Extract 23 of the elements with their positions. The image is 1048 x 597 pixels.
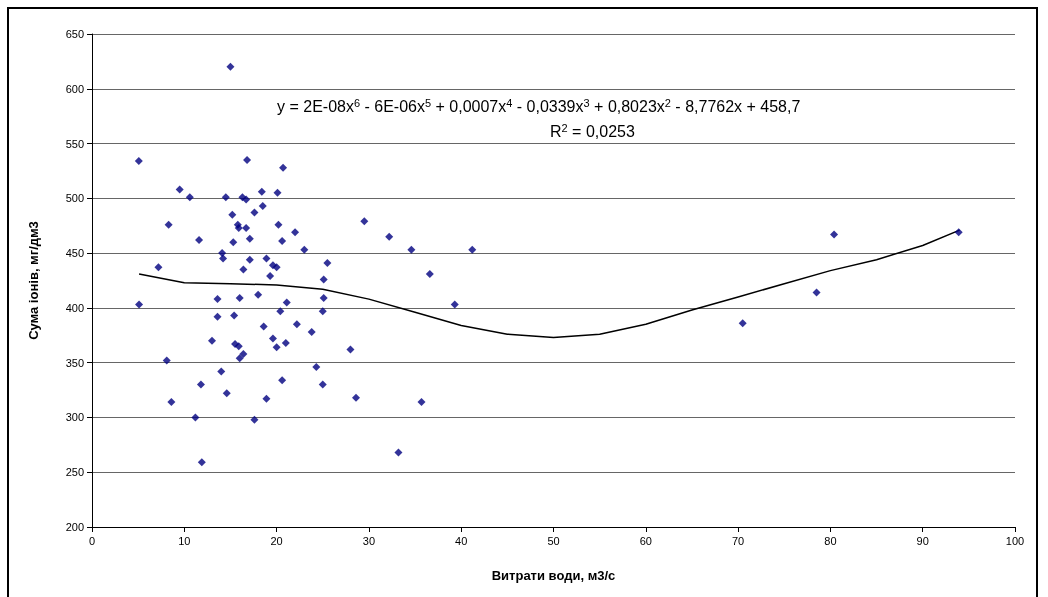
x-tick-label: 90 [916,534,929,547]
x-tick-label: 0 [88,534,96,547]
y-tick-label: 200 [65,521,84,533]
y-tick-label: 500 [65,192,84,205]
x-tick-label: 10 [178,534,191,547]
y-tick-label: 600 [65,82,84,95]
x-tick-label: 100 [1005,534,1025,547]
x-tick-label: 70 [731,534,745,547]
y-tick-label: 250 [65,466,84,479]
x-tick-label: 30 [362,534,376,547]
x-tick-label: 60 [639,534,652,547]
y-tick-label: 400 [65,301,84,314]
y-tick-label: 550 [65,137,84,150]
y-tick-label: 300 [65,411,84,424]
x-axis-title: Витрати води, м3/с [491,568,616,583]
x-tick-label: 20 [270,534,283,547]
x-tick-label: 80 [824,534,837,547]
y-axis-title: Сума іонів, мг/дм3 [26,221,41,340]
x-tick-label: 50 [547,534,560,547]
x-tick-label: 40 [455,534,468,547]
y-tick-label: 450 [65,247,84,260]
y-tick-label: 650 [65,28,84,40]
y-tick-label: 350 [65,356,84,369]
